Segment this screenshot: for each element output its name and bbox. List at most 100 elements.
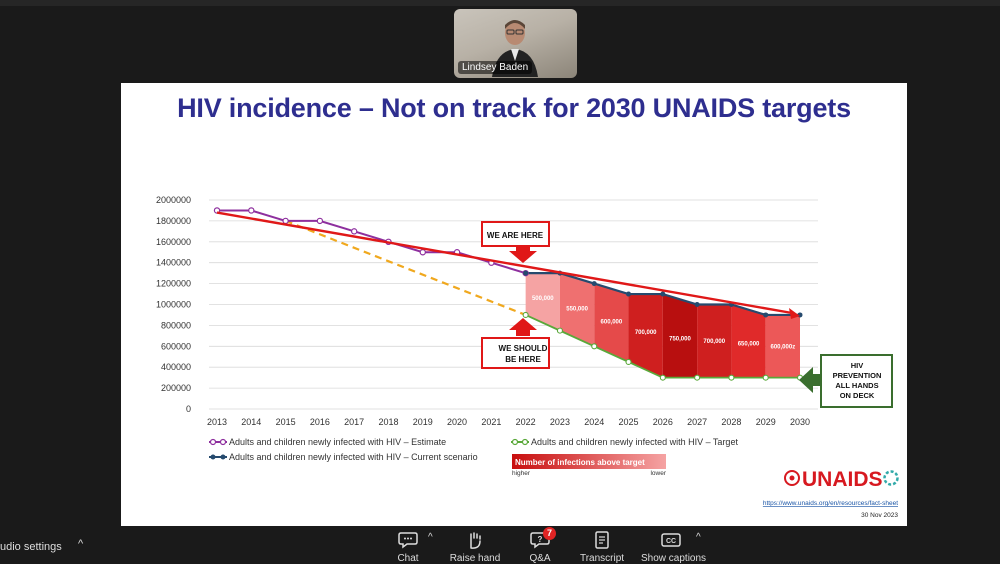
target-point <box>762 374 769 381</box>
gap-band <box>525 273 560 331</box>
gap-bands <box>525 273 800 378</box>
hiv-prevention-line-1: HIV <box>851 361 864 370</box>
x-tick-label: 2013 <box>207 417 227 427</box>
captions-chevron-icon[interactable]: ^ <box>696 532 701 543</box>
estimate-point <box>419 249 426 256</box>
gap-band <box>628 294 663 378</box>
x-tick-label: 2015 <box>276 417 296 427</box>
y-tick-label: 600000 <box>161 341 191 351</box>
raise-hand-icon <box>470 532 481 549</box>
hiv-incidence-chart: 2000000180000016000001400000120000010000… <box>156 195 899 519</box>
gap-label: 700,000 <box>703 339 725 345</box>
transcript-button[interactable]: Transcript <box>572 531 632 564</box>
qa-label: Q&A <box>529 553 551 564</box>
qa-button[interactable]: ? Q&A <box>510 531 570 564</box>
y-tick-label: 400000 <box>161 362 191 372</box>
source-link: https://www.unaids.org/en/resources/fact… <box>763 500 898 507</box>
estimate-point <box>248 207 255 214</box>
target-point <box>659 374 666 381</box>
participant-name: Lindsey Baden <box>458 61 533 74</box>
audio-settings-chevron-icon[interactable]: ^ <box>78 538 84 550</box>
current-point <box>523 270 529 276</box>
x-tick-label: 2018 <box>378 417 398 427</box>
legend-current: Adults and children newly infected with … <box>229 452 478 462</box>
current-point <box>694 302 700 307</box>
estimate-point <box>316 217 324 225</box>
gap-band <box>559 273 595 347</box>
chat-button[interactable]: Chat <box>378 531 438 564</box>
chat-chevron-icon[interactable]: ^ <box>428 532 433 543</box>
x-tick-label: 2030 <box>790 417 810 427</box>
current-point <box>591 281 597 287</box>
x-tick-label: 2026 <box>653 417 673 427</box>
svg-text:UNAIDS: UNAIDS <box>802 468 883 491</box>
gradient-legend: Number of infections above target higher… <box>512 454 667 477</box>
closed-captions-icon: CC <box>661 533 681 547</box>
x-tick-label: 2016 <box>310 417 330 427</box>
gap-band <box>662 294 698 378</box>
slide-title: HIV incidence – Not on track for 2030 UN… <box>177 93 851 123</box>
y-tick-label: 2000000 <box>156 195 191 205</box>
y-tick-label: 800000 <box>161 320 191 330</box>
current-point <box>626 291 632 297</box>
show-captions-button[interactable]: CC Show captions <box>641 531 706 564</box>
projection-dashed-line <box>285 219 527 316</box>
svg-text:?: ? <box>538 535 543 544</box>
target-point <box>591 343 598 350</box>
chart-labels: 2000000180000016000001400000120000010000… <box>156 195 810 427</box>
we-should-text-2: BE HERE <box>505 355 541 364</box>
x-tick-label: 2017 <box>344 417 364 427</box>
target-point <box>556 327 563 334</box>
y-tick-label: 1400000 <box>156 258 191 268</box>
chat-label: Chat <box>397 553 419 564</box>
y-tick-label: 1800000 <box>156 216 191 226</box>
gap-label: 500,000 <box>532 296 554 302</box>
y-tick-label: 200000 <box>161 383 191 393</box>
slide-date: 30 Nov 2023 <box>861 512 898 519</box>
hiv-prevention-line-3: ALL HANDS <box>835 381 878 390</box>
qa-count-badge: 7 <box>543 527 556 540</box>
chart-lines <box>213 207 804 381</box>
transcript-icon <box>595 531 609 549</box>
gap-label: 700,000 <box>635 330 657 336</box>
x-tick-label: 2014 <box>241 417 261 427</box>
current-point <box>660 291 666 297</box>
x-tick-label: 2019 <box>413 417 433 427</box>
svg-text:CC: CC <box>666 538 676 545</box>
hiv-prevention-callout: HIV PREVENTION ALL HANDS ON DECK <box>799 354 893 408</box>
shared-slide: HIV incidence – Not on track for 2030 UN… <box>121 83 907 526</box>
gap-label: 600,000z <box>771 344 796 350</box>
audio-settings-button[interactable]: udio settings <box>0 541 62 553</box>
x-tick-label: 2024 <box>584 417 604 427</box>
x-tick-label: 2020 <box>447 417 467 427</box>
gap-label: 600,000 <box>601 319 623 325</box>
chart-legend: Adults and children newly infected with … <box>209 437 738 462</box>
gap-band <box>765 314 800 378</box>
y-tick-label: 1200000 <box>156 279 191 289</box>
we-should-be-here-callout: WE SHOULD BE HERE <box>481 318 550 369</box>
estimate-point <box>282 217 289 225</box>
legend-target: Adults and children newly infected with … <box>531 437 738 447</box>
gradient-legend-title: Number of infections above target <box>515 458 645 467</box>
raise-hand-label: Raise hand <box>449 553 501 564</box>
chat-icon <box>398 532 418 549</box>
x-tick-label: 2028 <box>721 417 741 427</box>
we-are-here-text: WE ARE HERE <box>487 231 544 240</box>
transcript-label: Transcript <box>579 553 625 564</box>
gap-label: 750,000 <box>669 336 691 342</box>
hiv-prevention-line-4: ON DECK <box>840 391 875 400</box>
x-tick-label: 2021 <box>481 417 501 427</box>
x-tick-label: 2029 <box>756 417 776 427</box>
target-point <box>728 374 735 381</box>
y-tick-label: 0 <box>186 404 191 414</box>
gap-label: 550,000 <box>566 306 588 312</box>
meeting-toolbar <box>0 526 1000 562</box>
participant-video-tile[interactable]: Lindsey Baden <box>454 9 577 78</box>
we-are-here-callout: WE ARE HERE <box>481 221 550 263</box>
x-tick-label: 2023 <box>550 417 570 427</box>
gap-band <box>594 283 629 362</box>
target-point <box>522 311 529 318</box>
target-point <box>625 358 632 366</box>
raise-hand-button[interactable]: Raise hand <box>445 531 505 564</box>
gap-label: 650,000 <box>738 342 760 348</box>
